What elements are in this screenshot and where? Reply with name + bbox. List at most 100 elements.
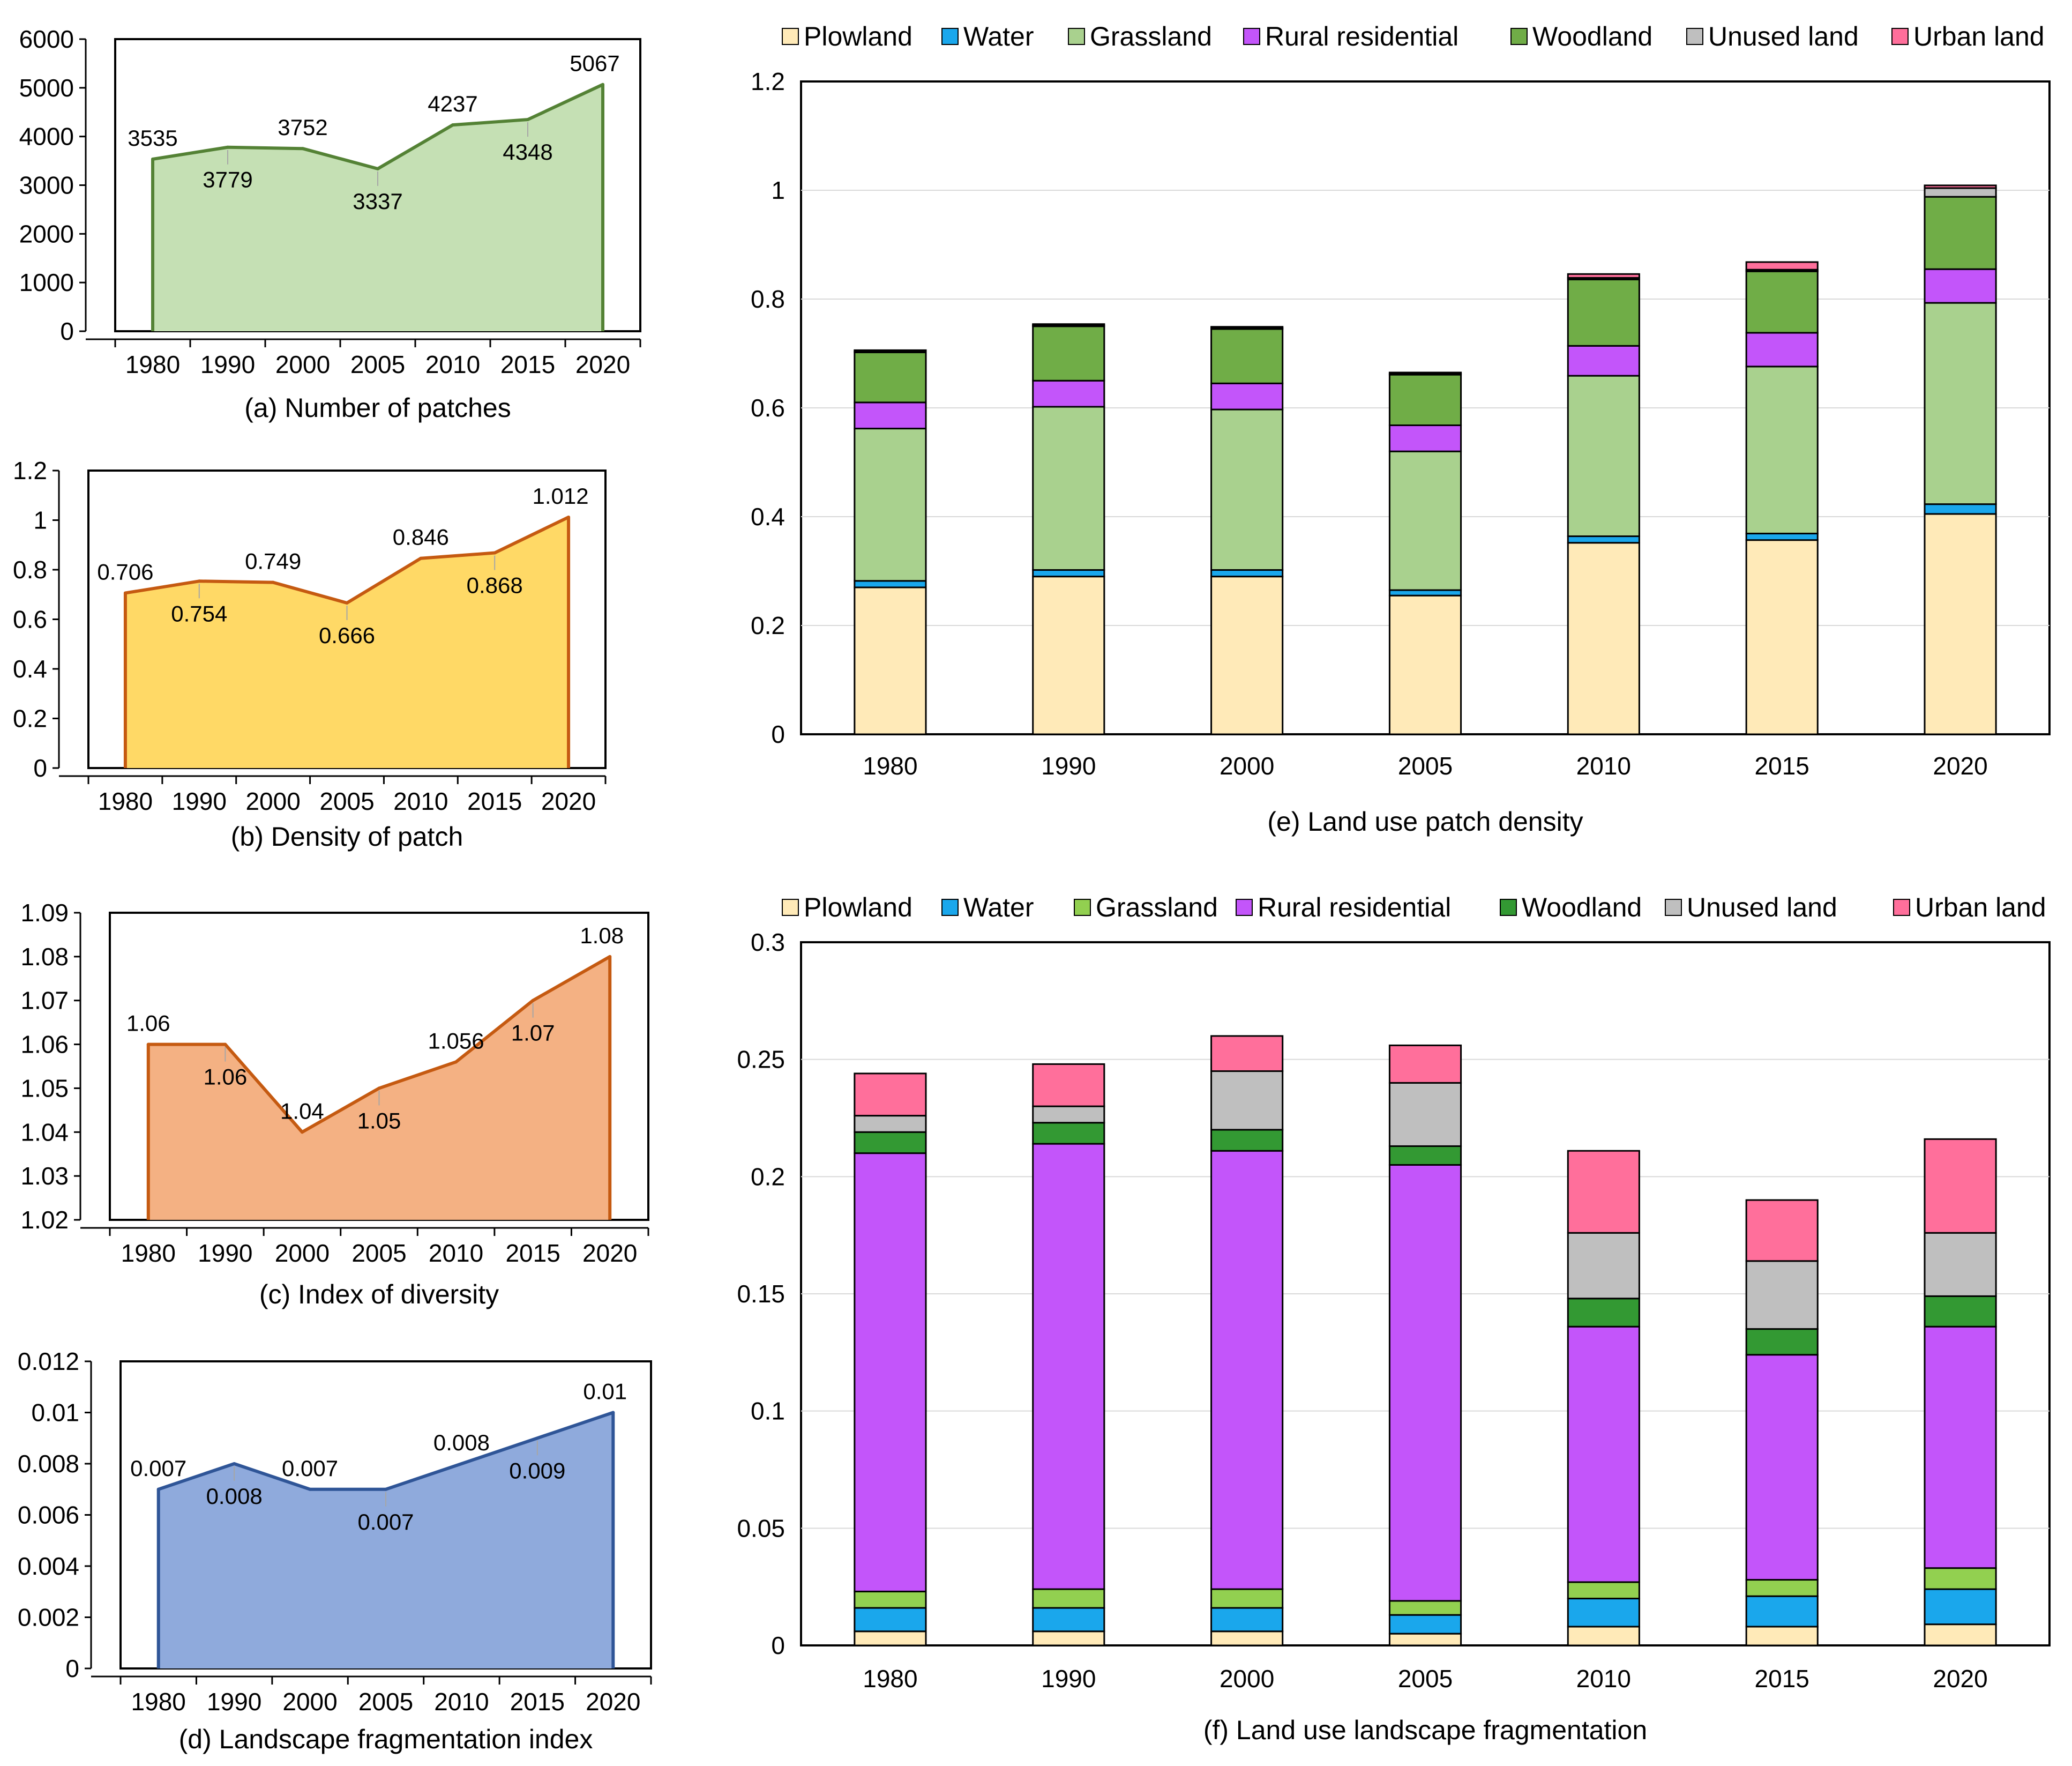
chart-b-density-of-patch: 0.706 0.754 0.749 0.666 0.846 0.868 1.012 0 0.2 0… xyxy=(13,457,607,852)
chart-d-x-tick-label: 1980 xyxy=(131,1688,186,1716)
chart-e-y-tick-label: 0.2 xyxy=(751,612,785,639)
chart-e-bar-water xyxy=(1745,532,1819,541)
chart-d-point xyxy=(384,1487,387,1491)
chart-a-y-tick-label: 2000 xyxy=(19,220,74,248)
chart-d-y-tick-label: 0.01 xyxy=(31,1399,79,1427)
chart-f-bar-plowland xyxy=(1745,1626,1819,1646)
chart-e-x-tick-label: 2010 xyxy=(1576,752,1631,780)
chart-b-area-fill xyxy=(125,517,569,768)
chart-d-x-tick-label: 2005 xyxy=(358,1688,413,1716)
chart-c-point xyxy=(608,955,612,958)
chart-f-bar-rural-residential xyxy=(1032,1143,1105,1590)
chart-c-data-label: 1.05 xyxy=(357,1108,401,1133)
chart-e-x-tick-label: 2015 xyxy=(1755,752,1809,780)
chart-d-landscape-fragmentation-index: 0.007 0.008 0.007 0.007 0.008 0.009 0.01 0 0.002… xyxy=(18,1347,652,1754)
chart-f-x-tick-label: 2000 xyxy=(1220,1665,1274,1693)
chart-a-data-label: 3337 xyxy=(353,189,402,214)
chart-f-bar-unused-land xyxy=(1745,1260,1819,1330)
chart-d-title: (d) Landscape fragmentation index xyxy=(179,1724,593,1754)
chart-f-bar-grassland xyxy=(1388,1600,1462,1616)
chart-f-legend-swatch xyxy=(1074,899,1091,916)
chart-a-x-tick-label: 2005 xyxy=(350,351,405,378)
chart-e-y-tick-label: 0 xyxy=(771,720,785,748)
chart-e-y-tick-label: 0.6 xyxy=(751,394,785,422)
chart-c-y-tick-label: 1.05 xyxy=(20,1074,69,1102)
chart-b-y-tick-label: 0.4 xyxy=(13,655,47,683)
chart-d-point xyxy=(535,1436,539,1440)
chart-f-bar-rural-residential xyxy=(1567,1325,1640,1583)
chart-e-bar-woodland xyxy=(1210,328,1284,384)
chart-c-y-tick-label: 1.09 xyxy=(20,899,69,927)
chart-e-bar-rural-residential xyxy=(1924,268,1997,304)
chart-a-point xyxy=(151,157,154,161)
chart-e-bar-woodland xyxy=(1924,196,1997,270)
chart-c-x-tick-label: 2010 xyxy=(429,1239,483,1267)
chart-a-title: (a) Number of patches xyxy=(244,393,511,423)
chart-e-bar-urban-land xyxy=(1924,184,1997,189)
chart-f-bar-woodland xyxy=(1388,1145,1462,1166)
chart-e-legend-label: Grassland xyxy=(1090,21,1212,51)
chart-b-data-label: 0.749 xyxy=(245,549,301,574)
chart-f-bar-plowland xyxy=(1388,1633,1462,1646)
chart-e-bar-grassland xyxy=(1567,375,1640,538)
chart-e-legend-swatch xyxy=(1891,28,1909,45)
chart-a-area-fill xyxy=(153,84,603,331)
chart-e-legend-swatch xyxy=(782,28,799,45)
chart-e-land-use-patch-density: 0 0.2 0.4 0.6 0.8 1 1.2 1980 1990 2000 2005 2010 201… xyxy=(751,21,2051,837)
chart-f-bar-unused-land xyxy=(1924,1232,1997,1297)
chart-b-data-label: 0.868 xyxy=(467,573,523,598)
chart-a-y-tick-label: 5000 xyxy=(19,74,74,102)
chart-f-bar-water xyxy=(1567,1598,1640,1628)
chart-f-x-tick-label: 2015 xyxy=(1755,1665,1809,1693)
chart-d-x-tick-label: 2015 xyxy=(510,1688,565,1716)
chart-f-bar-urban-land xyxy=(1924,1138,1997,1234)
chart-a-data-label: 5067 xyxy=(570,51,619,76)
chart-e-bar-urban-land xyxy=(1032,323,1105,326)
chart-e-y-tick-label: 1.2 xyxy=(751,68,785,95)
chart-c-point xyxy=(300,1130,304,1134)
chart-b-data-label: 0.706 xyxy=(97,559,153,584)
chart-a-data-label: 3752 xyxy=(278,115,327,140)
chart-c-x-tick-label: 1990 xyxy=(198,1239,252,1267)
chart-a-point xyxy=(226,145,229,149)
chart-f-bar-grassland xyxy=(1032,1588,1105,1609)
chart-f-bar-unused-land xyxy=(1032,1105,1105,1124)
chart-d-data-label: 0.008 xyxy=(433,1430,490,1455)
chart-d-data-label: 0.007 xyxy=(282,1456,338,1481)
chart-f-legend-swatch xyxy=(1500,899,1517,916)
chart-c-x-tick-label: 2005 xyxy=(351,1239,406,1267)
chart-c-y-tick-label: 1.03 xyxy=(20,1162,69,1190)
chart-f-x-tick-label: 2020 xyxy=(1933,1665,1987,1693)
chart-e-legend-swatch xyxy=(1243,28,1260,45)
chart-f-legend-label: Water xyxy=(963,892,1034,922)
chart-e-bar-woodland xyxy=(1745,270,1819,334)
chart-f-x-tick-label: 1990 xyxy=(1041,1665,1096,1693)
chart-a-point xyxy=(601,83,604,86)
chart-a-point xyxy=(451,123,454,127)
chart-c-data-label: 1.06 xyxy=(203,1064,247,1090)
chart-f-bar-plowland xyxy=(854,1630,927,1646)
chart-b-y-tick-label: 0.2 xyxy=(13,705,47,733)
chart-e-bar-woodland xyxy=(854,351,927,404)
chart-b-data-label: 0.666 xyxy=(319,623,375,648)
chart-d-point xyxy=(156,1487,160,1491)
chart-b-y-tick-label: 1 xyxy=(33,506,47,534)
chart-e-bar-water xyxy=(1388,589,1462,597)
chart-f-x-tick-label: 1980 xyxy=(863,1665,917,1693)
chart-e-y-tick-label: 0.8 xyxy=(751,285,785,313)
chart-f-legend-label: Grassland xyxy=(1096,892,1218,922)
chart-e-bar-woodland xyxy=(1567,278,1640,347)
chart-c-x-tick-label: 2000 xyxy=(275,1239,330,1267)
chart-b-x-tick-label: 1980 xyxy=(98,787,153,815)
chart-e-legend-label: Unused land xyxy=(1708,21,1859,51)
chart-e-bar-plowland xyxy=(1388,594,1462,735)
chart-e-title: (e) Land use patch density xyxy=(1267,807,1583,837)
chart-f-bar-unused-land xyxy=(854,1115,927,1133)
chart-c-title: (c) Index of diversity xyxy=(259,1279,499,1309)
chart-f-bar-water xyxy=(1032,1607,1105,1633)
chart-c-x-tick-label: 2020 xyxy=(582,1239,637,1267)
chart-f-bar-urban-land xyxy=(854,1072,927,1117)
chart-e-bar-unused-land xyxy=(1924,187,1997,198)
chart-b-point xyxy=(271,580,275,584)
chart-d-y-tick-label: 0 xyxy=(65,1655,79,1682)
